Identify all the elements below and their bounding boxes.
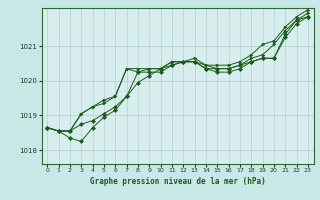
X-axis label: Graphe pression niveau de la mer (hPa): Graphe pression niveau de la mer (hPa) xyxy=(90,177,266,186)
